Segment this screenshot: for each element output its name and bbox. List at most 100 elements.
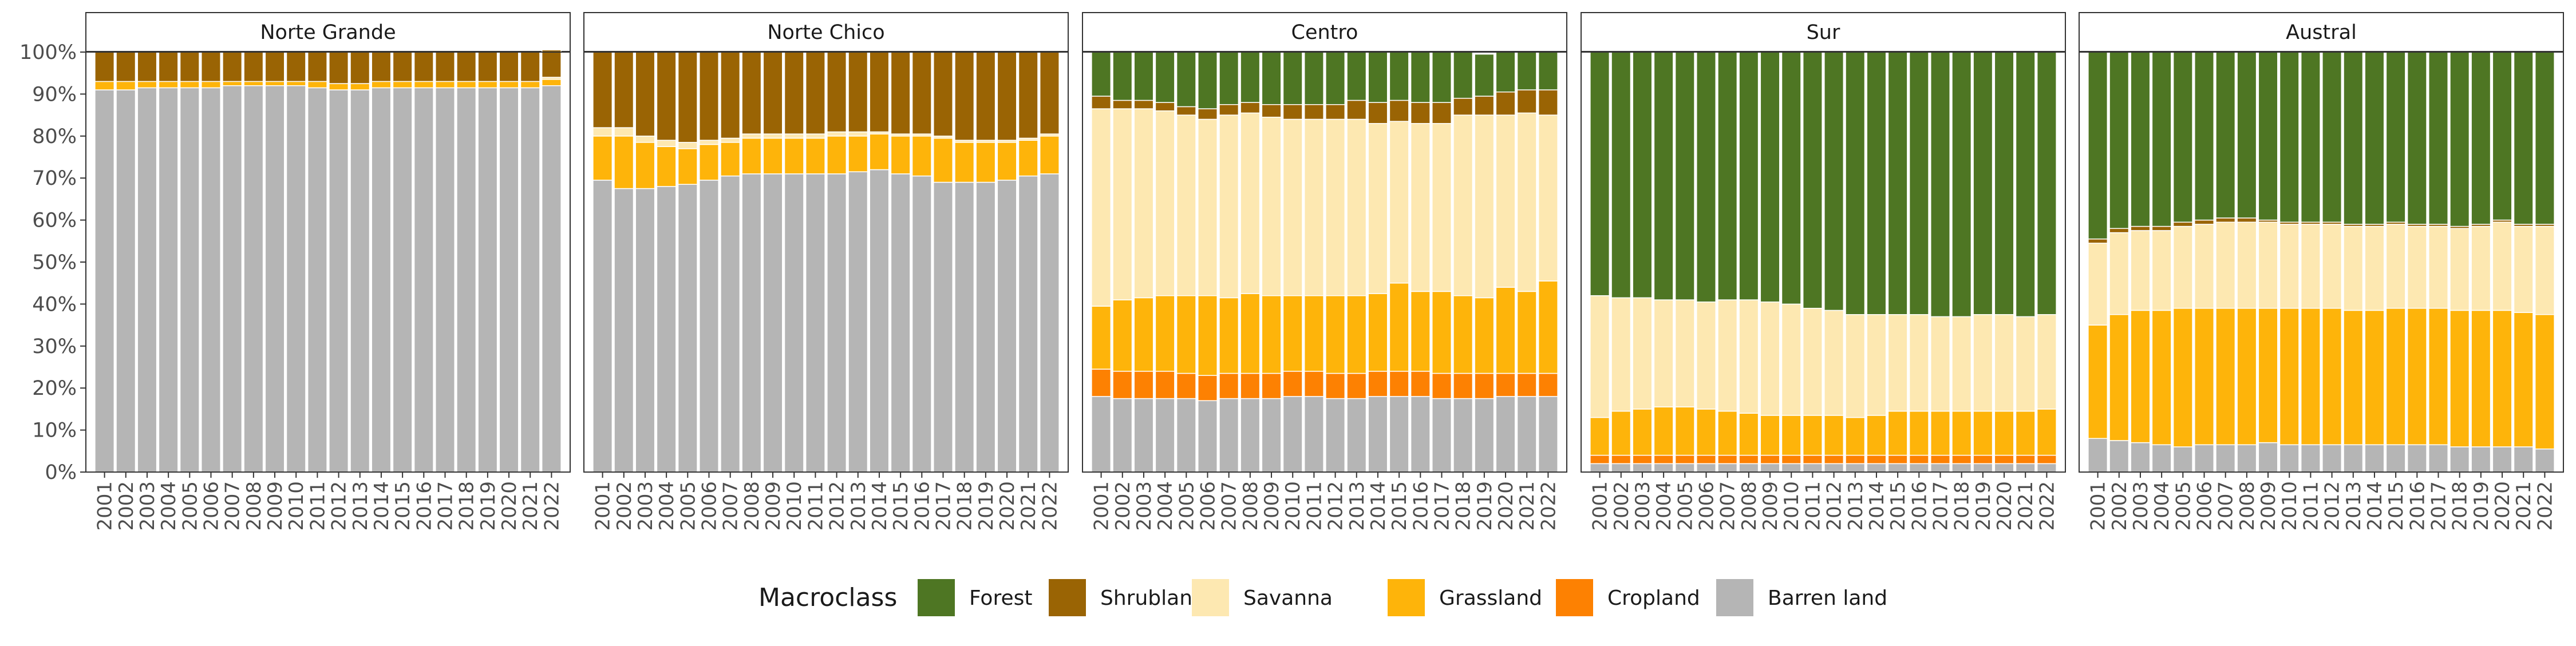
bar-segment-grassland: [2492, 310, 2512, 447]
bar-segment-shrubland: [307, 51, 327, 82]
y-tick-label: 70%: [32, 167, 77, 190]
panel-border: [85, 51, 571, 473]
bar-segment-savanna: [1432, 123, 1452, 292]
bar-segment-shrubland: [1474, 96, 1495, 116]
x-tick-label: 2009: [1759, 481, 1782, 531]
bar-segment-savanna: [1155, 110, 1175, 296]
bar-segment-cropland: [1303, 371, 1324, 397]
bar-segment-barren-land: [243, 85, 264, 473]
bar-segment-grassland: [2428, 307, 2448, 446]
x-tick-label: 2004: [1154, 481, 1177, 531]
bar-segment-barren-land: [699, 180, 719, 473]
bar-segment-grassland: [264, 81, 285, 86]
bar-segment-barren-land: [1133, 398, 1154, 473]
legend-swatch-grassland: [1388, 579, 1425, 616]
x-tick-label: 2008: [1738, 481, 1761, 531]
bar-segment-forest: [1781, 51, 1801, 305]
bar-segment-barren-land: [1994, 463, 2014, 473]
bar-segment-forest: [1696, 51, 1716, 303]
bar-segment-savanna: [1133, 108, 1154, 299]
x-tick-label: 2011: [1303, 481, 1326, 531]
x-tick-label: 2001: [1589, 481, 1612, 531]
bar-segment-shrubland: [975, 51, 996, 141]
x-tick-label: 2009: [1261, 481, 1283, 531]
x-tick-label: 2022: [1038, 481, 1061, 531]
bar-segment-forest: [1155, 51, 1175, 103]
bar-segment-forest: [2036, 51, 2057, 315]
x-tick-label: 2021: [1017, 481, 1040, 531]
x-tick-label: 2010: [1780, 481, 1803, 531]
bar-segment-shrubland: [848, 51, 868, 133]
x-tick-label: 2005: [1674, 481, 1697, 531]
bar-segment-grassland: [1133, 297, 1154, 372]
bar-segment-cropland: [1155, 371, 1175, 399]
bar-segment-barren-land: [1611, 463, 1631, 473]
bar-segment-shrubland: [890, 51, 911, 134]
bar-segment-forest: [1760, 51, 1780, 303]
bar-segment-cropland: [1930, 454, 1950, 465]
bar-segment-shrubland: [1346, 100, 1367, 120]
bar-segment-shrubland: [541, 49, 562, 78]
bar-segment-barren-land: [784, 173, 804, 473]
bar-segment-cropland: [2015, 454, 2036, 465]
bar-segment-grassland: [677, 148, 698, 185]
panel-title: Sur: [1807, 21, 1840, 44]
bar-segment-savanna: [1781, 303, 1801, 416]
bar-segment-forest: [2172, 51, 2193, 223]
x-tick-label: 2001: [1091, 481, 1113, 531]
bar-segment-barren-land: [350, 89, 370, 473]
x-tick-label: 2010: [783, 481, 806, 531]
bar-segment-cropland: [1325, 372, 1346, 399]
bar-segment-grassland: [848, 136, 868, 172]
x-tick-label: 2003: [1631, 481, 1654, 531]
x-tick-label: 2020: [1993, 481, 2016, 531]
bar-segment-barren-land: [1112, 398, 1133, 473]
bar-segment-cropland: [1824, 454, 1844, 465]
x-tick-label: 2002: [115, 481, 138, 531]
x-tick-label: 2015: [392, 481, 414, 531]
y-tick-label: 30%: [32, 335, 77, 358]
panel-norte-chico: Norte Chico20012002200320042005200620072…: [583, 12, 1069, 531]
x-tick-label: 2014: [868, 481, 891, 531]
bar-segment-grassland: [1240, 293, 1261, 374]
bar-segment-barren-land: [656, 186, 677, 473]
bar-segment-grassland: [614, 136, 634, 189]
bar-segment-barren-land: [954, 181, 975, 473]
bar-segment-shrubland: [264, 51, 285, 82]
bar-segment-shrubland: [911, 51, 932, 134]
x-tick-label: 2008: [2236, 481, 2259, 531]
bar-segment-savanna: [2279, 224, 2300, 309]
bar-segment-forest: [2194, 51, 2214, 221]
bar-segment-grassland: [2279, 307, 2300, 446]
bar-segment-barren-land: [592, 180, 613, 473]
bar-segment-forest: [2534, 51, 2555, 225]
legend-label-cropland: Cropland: [1607, 586, 1700, 610]
bar-segment-shrubland: [201, 51, 221, 82]
bar-segment-shrubland: [1176, 106, 1196, 116]
bar-segment-forest: [1112, 51, 1133, 101]
bar-segment-barren-land: [2151, 444, 2172, 473]
bar-segment-forest: [1453, 51, 1473, 99]
bar-segment-barren-land: [307, 87, 327, 473]
bar-segment-grassland: [2343, 310, 2364, 446]
bar-segment-barren-land: [116, 89, 136, 473]
x-tick-label: 2019: [975, 481, 998, 531]
bar-segment-savanna: [1994, 314, 2014, 412]
bar-segment-grassland: [1611, 410, 1631, 456]
bar-segment-shrubland: [2109, 228, 2129, 233]
x-tick-label: 2003: [2129, 481, 2152, 531]
bar-segment-grassland: [1018, 140, 1038, 177]
bar-segment-savanna: [1845, 314, 1866, 418]
panel-border: [583, 51, 1069, 473]
panel-austral: Austral200120022003200420052006200720082…: [2079, 12, 2564, 531]
bar-segment-cropland: [1112, 371, 1133, 399]
bar-segment-cropland: [1802, 454, 1823, 465]
x-tick-label: 2018: [1951, 481, 1974, 531]
bar-segment-grassland: [2088, 324, 2108, 439]
bar-segment-forest: [2492, 51, 2512, 221]
bar-segment-barren-land: [1389, 396, 1409, 473]
x-tick-label: 2013: [349, 481, 372, 531]
bar-segment-cropland: [1091, 368, 1112, 397]
x-tick-label: 2019: [477, 481, 500, 531]
